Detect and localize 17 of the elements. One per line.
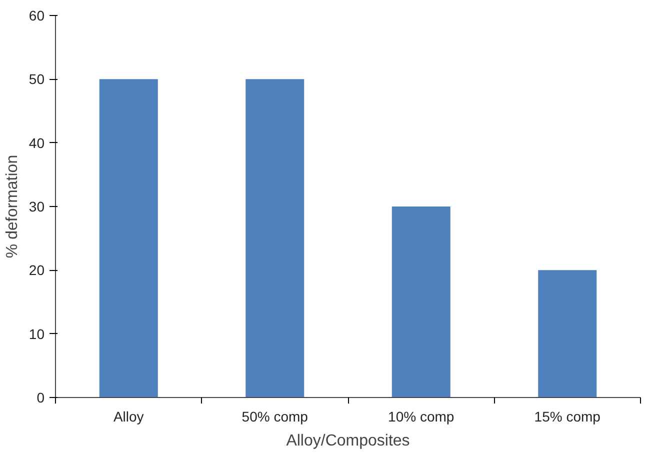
- y-tick-label: 20: [28, 262, 45, 278]
- x-tick-label: Alloy: [113, 408, 144, 424]
- x-tick-label: 10% comp: [388, 408, 454, 424]
- y-tick-label: 60: [28, 8, 45, 24]
- x-tick-label: 15% comp: [534, 408, 601, 424]
- y-tick-label: 50: [28, 71, 45, 88]
- y-tick-label: 40: [28, 134, 45, 151]
- bar: [99, 79, 158, 398]
- bar: [392, 206, 450, 398]
- y-tick-label: 10: [28, 326, 45, 342]
- y-tick-label: 0: [36, 390, 45, 406]
- bar: [538, 270, 597, 398]
- y-axis-title: % deformation: [4, 154, 21, 258]
- bar: [246, 79, 304, 398]
- y-tick-label: 30: [28, 198, 45, 214]
- x-axis-title: Alloy/Composites: [286, 432, 410, 450]
- x-tick-label: 50% comp: [242, 408, 308, 424]
